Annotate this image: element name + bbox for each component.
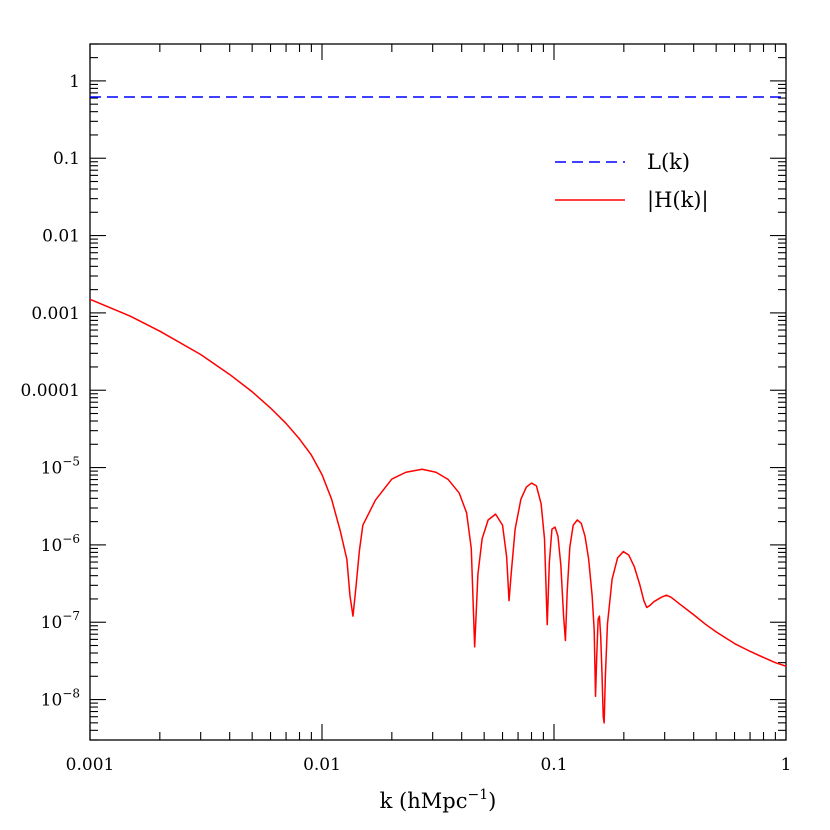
legend: L(k) |H(k)| <box>555 150 709 213</box>
series-layer <box>90 96 786 724</box>
y-tick-label: 10−5 <box>41 455 80 479</box>
y-tick-label: 0.0001 <box>21 381 80 401</box>
y-tick-label: 0.01 <box>42 227 80 247</box>
x-tick-label: 0.001 <box>66 755 115 775</box>
y-tick-label: 10−7 <box>41 609 80 633</box>
x-tick-labels: 0.001 0.01 0.1 1 <box>66 755 792 775</box>
y-tick-label: 0.1 <box>53 149 80 169</box>
y-tick-label: 10−6 <box>41 532 80 556</box>
x-tick-label: 1 <box>781 755 792 775</box>
y-tick-labels: 1 0.1 0.01 0.001 0.0001 10−5 10−6 10−7 10−8 <box>21 72 80 711</box>
y-tick-label: 10−8 <box>41 687 80 711</box>
x-tick-label: 0.01 <box>303 755 341 775</box>
y-tick-label: 0.001 <box>31 304 80 324</box>
plot-frame <box>89 43 787 741</box>
x-axis-label: k (hMpc−1) <box>380 787 497 813</box>
x-tick-label: 0.1 <box>540 755 567 775</box>
y-tick-label: 1 <box>69 72 80 92</box>
axis-ticks <box>89 43 787 741</box>
legend-label-1: L(k) <box>647 150 690 174</box>
legend-label-2: |H(k)| <box>647 188 709 213</box>
series-line-2 <box>90 298 786 724</box>
